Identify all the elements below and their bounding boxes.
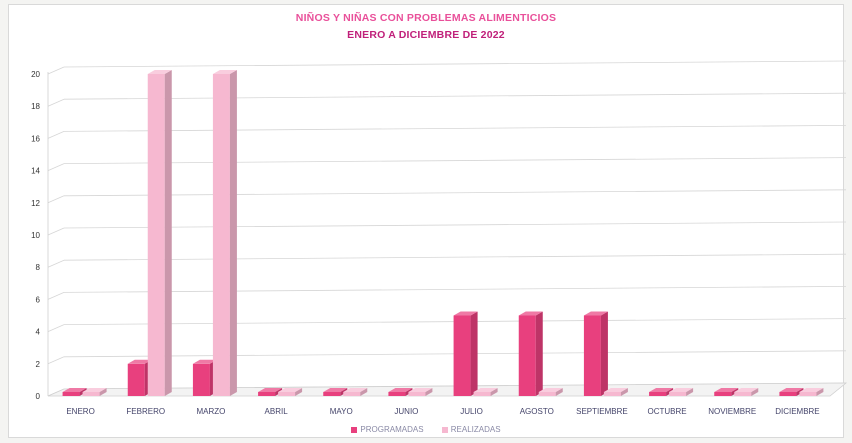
x-tick-label: DICIEMBRE <box>775 407 819 416</box>
bar-programadas-septiembre <box>583 311 608 396</box>
bar-realizadas-marzo <box>212 70 237 396</box>
bar-realizadas-octubre <box>669 388 694 396</box>
gridline-depth <box>47 324 65 332</box>
chart-legend: PROGRAMADAS REALIZADAS <box>0 425 852 434</box>
legend-swatch-programadas <box>351 426 358 433</box>
legend-item-realizadas: REALIZADAS <box>441 425 501 434</box>
gridline <box>63 189 847 197</box>
x-tick-label: AGOSTO <box>520 407 554 416</box>
bar-realizadas-abril <box>278 388 303 396</box>
gridline <box>63 60 847 68</box>
bar-realizadas-noviembre <box>734 388 759 396</box>
gridline <box>63 125 847 132</box>
bar-programadas-agosto <box>518 311 543 396</box>
y-tick-label: 20 <box>31 70 40 79</box>
y-tick-label: 14 <box>31 167 40 176</box>
gridline-depth <box>47 227 65 236</box>
chart-title: NIÑOS Y NIÑAS CON PROBLEMAS ALIMENTICIOS <box>295 12 557 24</box>
x-tick-label: ENERO <box>66 407 94 416</box>
gridline <box>63 92 847 100</box>
gridline-depth <box>47 66 65 75</box>
gridline-depth <box>47 292 65 300</box>
chart-floor <box>47 382 848 397</box>
gridline <box>63 157 847 164</box>
y-tick-label: 8 <box>36 263 41 272</box>
bar-realizadas-agosto <box>538 388 563 396</box>
y-tick-label: 10 <box>31 231 40 240</box>
x-tick-label: SEPTIEMBRE <box>576 407 628 416</box>
bar-realizadas-mayo <box>343 388 368 396</box>
gridline <box>63 253 847 261</box>
legend-item-programadas: PROGRAMADAS <box>351 425 424 434</box>
y-tick-label: 18 <box>31 102 40 111</box>
gridline-depth <box>47 131 65 139</box>
y-tick-label: 2 <box>36 360 41 369</box>
gridline-depth <box>47 163 65 171</box>
gridline-depth <box>47 259 65 268</box>
bar-realizadas-febrero <box>147 70 172 396</box>
gridline-depth <box>47 98 65 107</box>
bar-programadas-julio <box>453 311 478 396</box>
bar-realizadas-junio <box>408 388 433 396</box>
y-tick-label: 0 <box>36 392 41 401</box>
x-tick-label: FEBRERO <box>126 407 165 416</box>
gridline-depth <box>47 356 65 365</box>
legend-swatch-realizadas <box>441 426 448 433</box>
gridline <box>63 221 847 229</box>
legend-label-realizadas: REALIZADAS <box>450 425 501 434</box>
x-tick-label: NOVIEMBRE <box>708 407 756 416</box>
bar-realizadas-julio <box>473 388 498 396</box>
x-tick-label: MARZO <box>196 407 225 416</box>
gridline-depth <box>47 195 65 204</box>
bar-realizadas-diciembre <box>799 388 824 396</box>
x-tick-label: OCTUBRE <box>648 407 687 416</box>
x-tick-label: JULIO <box>460 407 483 416</box>
legend-label-programadas: PROGRAMADAS <box>360 425 424 434</box>
y-tick-label: 12 <box>31 199 40 208</box>
x-tick-label: MAYO <box>330 407 353 416</box>
x-tick-label: ABRIL <box>265 407 289 416</box>
y-tick-label: 4 <box>36 328 41 337</box>
bar-realizadas-septiembre <box>603 388 628 396</box>
gridline <box>63 286 847 293</box>
y-tick-label: 16 <box>31 134 40 143</box>
x-tick-label: JUNIO <box>394 407 418 416</box>
chart-subtitle: ENERO A DICIEMBRE DE 2022 <box>347 29 505 41</box>
y-tick-label: 6 <box>36 295 41 304</box>
bar-realizadas-enero <box>82 388 107 396</box>
